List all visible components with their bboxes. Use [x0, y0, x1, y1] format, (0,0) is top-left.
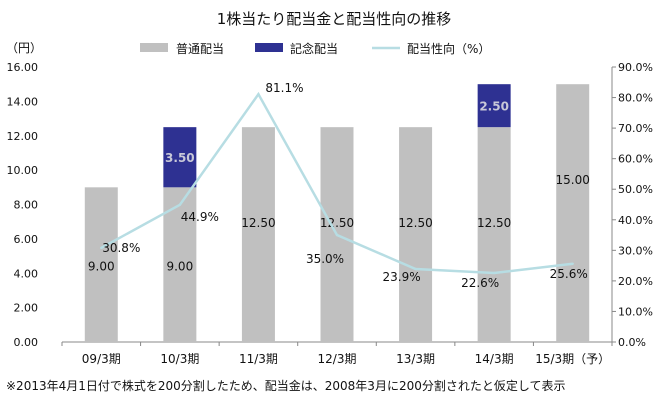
legend-swatch-regular [140, 43, 168, 52]
payout-point [100, 246, 103, 250]
bar-commemorative [163, 127, 197, 188]
y-tick-label: 6.00 [14, 233, 39, 246]
payout-point [414, 267, 417, 271]
y2-tick-label: 30.0% [618, 244, 653, 257]
y-tick-label: 14.00 [7, 95, 39, 108]
y-tick-label: 0.00 [14, 336, 39, 349]
y2-tick-label: 60.0% [618, 153, 653, 166]
x-tick-label: 13/3期 [396, 352, 435, 366]
legend-label-commemorative: 記念配当 [290, 41, 338, 56]
payout-label: 44.9% [181, 210, 219, 224]
y-tick-label: 2.00 [14, 302, 39, 315]
payout-point [571, 262, 574, 265]
payout-point [178, 203, 182, 207]
payout-label: 23.9% [383, 270, 421, 284]
x-tick-label: 09/3期 [82, 352, 121, 366]
y-tick-label: 12.00 [7, 130, 39, 143]
bar-label-commemorative: 3.50 [165, 151, 195, 165]
x-tick-label: 12/3期 [318, 352, 357, 366]
x-tick-label: 10/3期 [160, 352, 199, 366]
y-tick-label: 16.00 [7, 61, 39, 74]
y-axis-label: （円） [6, 41, 42, 55]
bar-label-regular: 15.00 [556, 173, 590, 187]
y2-tick-label: 40.0% [618, 214, 653, 227]
bar-label-commemorative: 2.50 [479, 100, 509, 114]
x-tick-label: 11/3期 [239, 352, 278, 366]
bar-regular [556, 84, 590, 342]
payout-point [257, 92, 260, 96]
payout-label: 81.1% [265, 81, 303, 95]
bar-label-regular: 12.50 [398, 216, 432, 230]
bar-regular [241, 127, 275, 342]
y2-tick-label: 50.0% [618, 183, 653, 196]
bar-label-regular: 12.50 [477, 216, 511, 230]
payout-label: 35.0% [306, 252, 344, 266]
chart-title: 1株当たり配当金と配当性向の推移 [217, 10, 452, 28]
bar-regular [399, 127, 433, 342]
x-tick-label: 15/3期（予） [535, 352, 610, 366]
y2-tick-label: 10.0% [618, 305, 653, 318]
payout-label: 22.6% [461, 276, 499, 290]
y-tick-label: 4.00 [14, 267, 39, 280]
payout-point [492, 271, 496, 275]
bar-label-regular: 12.50 [320, 216, 354, 230]
y2-tick-label: 0.0% [618, 336, 646, 349]
bar-regular [163, 187, 197, 342]
legend: 普通配当 記念配当 配当性向（%） [140, 41, 490, 56]
y-tick-label: 10.00 [7, 164, 39, 177]
x-tick-label: 14/3期 [475, 352, 514, 366]
bar-commemorative [477, 84, 511, 128]
y2-tick-label: 80.0% [618, 92, 653, 105]
payout-point [335, 233, 339, 237]
payout-label: 25.6% [550, 267, 588, 281]
legend-label-regular: 普通配当 [176, 42, 224, 56]
y2-tick-label: 70.0% [618, 122, 653, 135]
y-tick-label: 8.00 [14, 199, 39, 212]
y2-tick-label: 90.0% [618, 61, 653, 74]
legend-label-payout: 配当性向（%） [407, 41, 490, 56]
bar-label-regular: 9.00 [166, 259, 193, 273]
bar-regular [477, 127, 511, 342]
bar-label-regular: 9.00 [88, 259, 115, 273]
footnote: ※2013年4月1日付で株式を200分割したため、配当金は、2008年3月に20… [6, 378, 566, 393]
payout-label: 30.8% [102, 241, 140, 255]
bar-label-regular: 12.50 [241, 216, 275, 230]
bar-regular [84, 187, 118, 342]
legend-swatch-commemorative [255, 43, 283, 52]
y2-tick-label: 20.0% [618, 275, 653, 288]
